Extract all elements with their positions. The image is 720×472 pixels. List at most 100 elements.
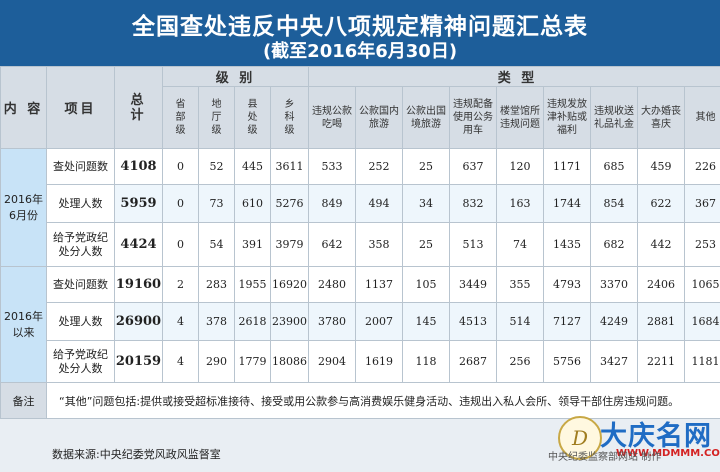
watermark-url: WWW.MDMMM.COM	[616, 448, 720, 459]
type-cell: 74	[496, 222, 545, 267]
page-title: 全国查处违反中央八项规定精神问题汇总表	[132, 14, 588, 40]
header-total: 总 计	[114, 66, 163, 149]
level-cell: 0	[162, 184, 199, 223]
type-cell: 253	[684, 222, 720, 267]
type-cell: 2904	[308, 340, 357, 383]
level-cell: 1779	[234, 340, 271, 383]
total-cell: 26900	[114, 302, 163, 341]
period-label: 2016年 以来	[0, 266, 47, 383]
type-cell: 832	[449, 184, 498, 223]
type-cell: 252	[355, 148, 404, 185]
type-cell: 226	[684, 148, 720, 185]
type-cell: 2881	[637, 302, 686, 341]
type-cell: 4249	[590, 302, 639, 341]
header-type-6: 违规收送 礼品礼金	[590, 86, 639, 149]
type-cell: 1171	[543, 148, 592, 185]
type-cell: 459	[637, 148, 686, 185]
type-cell: 622	[637, 184, 686, 223]
level-cell: 391	[234, 222, 271, 267]
level-cell: 445	[234, 148, 271, 185]
type-cell: 533	[308, 148, 357, 185]
type-cell: 163	[496, 184, 545, 223]
row-label: 给予党政纪 处分人数	[46, 340, 115, 383]
type-cell: 2211	[637, 340, 686, 383]
level-cell: 0	[162, 222, 199, 267]
type-cell: 442	[637, 222, 686, 267]
type-cell: 145	[402, 302, 451, 341]
level-cell: 290	[198, 340, 235, 383]
type-cell: 256	[496, 340, 545, 383]
row-label: 查处问题数	[46, 148, 115, 185]
type-cell: 4793	[543, 266, 592, 303]
header-type-4: 楼堂馆所 违规问题	[496, 86, 545, 149]
type-cell: 1744	[543, 184, 592, 223]
level-cell: 378	[198, 302, 235, 341]
watermark-seal-icon: D	[558, 416, 602, 460]
level-cell: 0	[162, 148, 199, 185]
total-cell: 20159	[114, 340, 163, 383]
header-item: 项目	[46, 66, 115, 149]
table-row: 处理人数 26900 4 378 2618 23900 3780 2007 145 4513 514…	[1, 302, 720, 341]
type-cell: 1619	[355, 340, 404, 383]
title-bar: 全国查处违反中央八项规定精神问题汇总表 (截至2016年6月30日)	[0, 0, 720, 66]
type-cell: 3780	[308, 302, 357, 341]
type-cell: 3427	[590, 340, 639, 383]
type-cell: 105	[402, 266, 451, 303]
type-cell: 513	[449, 222, 498, 267]
level-cell: 4	[162, 340, 199, 383]
period-label: 2016年 6月份	[0, 148, 47, 267]
header-level-1: 地 厅 级	[198, 86, 235, 149]
level-cell: 3979	[269, 222, 310, 267]
type-cell: 1065	[684, 266, 720, 303]
table-row: 给予党政纪 处分人数 4424 0 54 391 3979 642 358 25 513 74 143…	[1, 222, 720, 267]
type-cell: 514	[496, 302, 545, 341]
total-cell: 5959	[114, 184, 163, 223]
row-label: 处理人数	[46, 302, 115, 341]
header-type-1: 公款国内 旅游	[355, 86, 404, 149]
header-content: 内 容	[0, 66, 47, 149]
table-row: 处理人数 5959 0 73 610 5276 849 494 34 832 163 1744 854 6…	[1, 184, 720, 223]
type-cell: 355	[496, 266, 545, 303]
type-cell: 642	[308, 222, 357, 267]
level-cell: 16920	[269, 266, 310, 303]
page-subtitle: (截至2016年6月30日)	[262, 41, 458, 62]
header-type-5: 违规发放 津补贴或 福利	[543, 86, 592, 149]
type-cell: 685	[590, 148, 639, 185]
header-type-0: 违规公款 吃喝	[308, 86, 357, 149]
data-source: 数据来源:中央纪委党风政风监督室	[52, 448, 221, 461]
type-cell: 1435	[543, 222, 592, 267]
watermark: D 大庆名网 WWW.MDMMM.COM	[552, 412, 720, 468]
note-text: “其他”问题包括:提供或接受超标准接待、接受或用公款参与高消费娱乐健身活动、违规…	[45, 382, 720, 419]
type-cell: 4513	[449, 302, 498, 341]
row-label: 给予党政纪 处分人数	[46, 222, 115, 267]
type-cell: 5756	[543, 340, 592, 383]
header-level-group: 级 别	[161, 66, 310, 87]
type-cell: 358	[355, 222, 404, 267]
type-cell: 1181	[684, 340, 720, 383]
level-cell: 1955	[234, 266, 271, 303]
table-row: 2016年 以来 查处问题数 19160 2 283 1955 16920 2480 1137 1…	[0, 266, 720, 383]
type-cell: 494	[355, 184, 404, 223]
level-cell: 3611	[269, 148, 310, 185]
type-cell: 25	[402, 222, 451, 267]
header-level-0: 省 部 级	[162, 86, 199, 149]
type-cell: 25	[402, 148, 451, 185]
header-type-2: 公款出国 境旅游	[402, 86, 451, 149]
type-cell: 849	[308, 184, 357, 223]
type-cell: 1684	[684, 302, 720, 341]
header-type-group: 类 型	[308, 66, 720, 87]
type-cell: 7127	[543, 302, 592, 341]
level-cell: 23900	[269, 302, 310, 341]
table-row: 2016年 6月份 查处问题数 4108 0 52 445 3611 533 252 25 637 1…	[0, 148, 720, 267]
header-type-7: 大办婚丧 喜庆	[637, 86, 686, 149]
type-cell: 637	[449, 148, 498, 185]
type-cell: 2007	[355, 302, 404, 341]
type-cell: 3370	[590, 266, 639, 303]
header-level-3: 乡 科 级	[269, 86, 310, 149]
type-cell: 2406	[637, 266, 686, 303]
header-type-3: 违规配备 使用公务 用车	[449, 86, 498, 149]
level-cell: 73	[198, 184, 235, 223]
type-cell: 3449	[449, 266, 498, 303]
type-cell: 854	[590, 184, 639, 223]
row-label: 查处问题数	[46, 266, 115, 303]
